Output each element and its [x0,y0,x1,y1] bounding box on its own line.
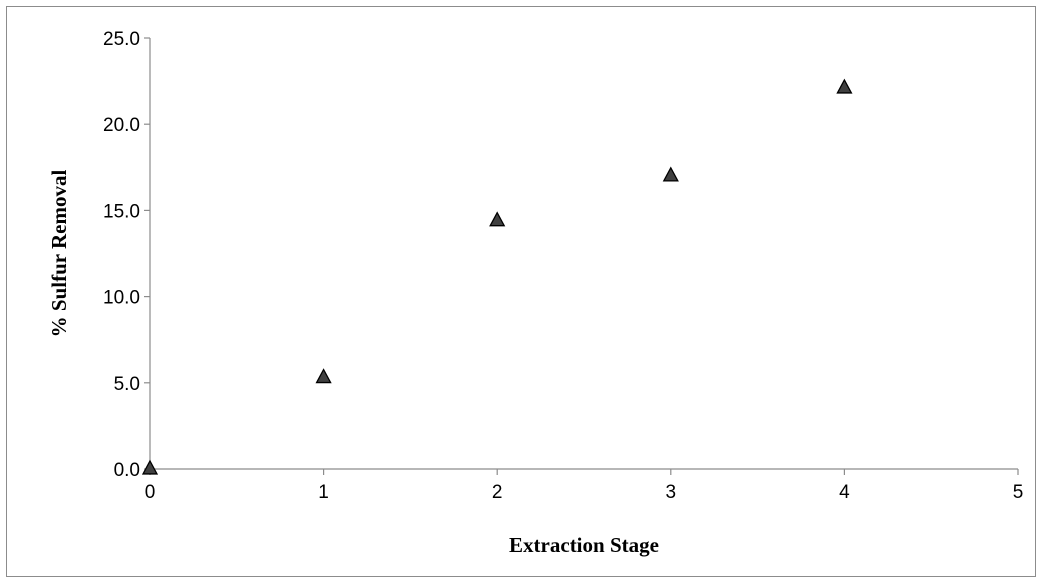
data-points [141,78,853,475]
x-axis-ticks: 0 1 2 3 4 5 [145,469,1024,503]
x-tick-label: 0 [145,482,156,503]
y-tick-label: 0.0 [114,460,140,481]
x-axis-title: Extraction Stage [509,533,659,557]
data-point-marker [489,211,506,227]
y-axis-title: % Sulfur Removal [47,170,71,338]
data-point-marker [315,368,332,384]
data-point-marker [141,459,159,475]
data-point-marker [836,78,853,94]
y-axis-ticks: 0.0 5.0 10.0 15.0 20.0 25.0 [103,29,150,481]
x-tick-label: 4 [839,482,850,503]
x-tick-label: 3 [666,482,677,503]
y-tick-label: 10.0 [103,288,140,309]
chart-frame [6,6,1036,577]
y-tick-label: 25.0 [103,29,140,50]
y-tick-label: 20.0 [103,115,140,136]
y-tick-label: 5.0 [114,374,140,395]
x-tick-label: 5 [1013,482,1024,503]
y-tick-label: 15.0 [103,201,140,222]
x-tick-label: 1 [318,482,329,503]
data-point-marker [662,166,679,182]
x-tick-label: 2 [492,482,503,503]
